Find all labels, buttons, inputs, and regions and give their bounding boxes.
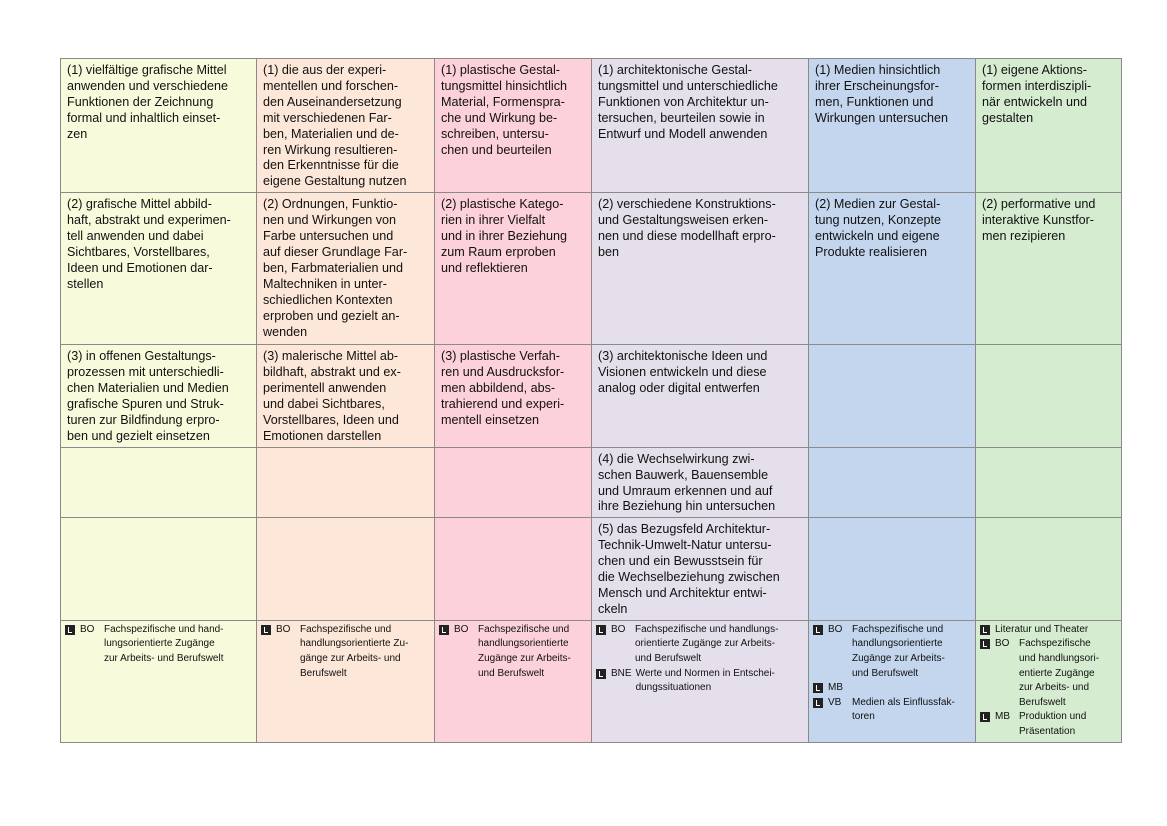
note-code: BO: [276, 623, 291, 635]
table-row: (2) grafische Mittel abbild- haft, abstr…: [60, 192, 1122, 346]
badge-icon: [596, 668, 606, 679]
note-item: BO Fachspezifische und handlungsori- enti…: [980, 637, 1117, 710]
note-text: Produktion und Präsentation: [1019, 711, 1087, 737]
note-code: VB: [828, 696, 842, 708]
note-code: BO: [80, 623, 95, 635]
badge-icon: [813, 683, 823, 694]
note-text: Fachspezifische und handlungs- orientier…: [635, 623, 779, 664]
note-text: Medien als Einflussfak- toren: [852, 696, 955, 723]
table-cell: [808, 446, 976, 519]
note-item: BO Fachspezifische und handlungsorientier…: [261, 623, 430, 681]
table-cell: [60, 446, 257, 519]
badge-icon: [980, 639, 990, 650]
note-item: BNE Werte und Normen in Entschei- dungssi…: [596, 667, 804, 696]
table-cell: [256, 446, 435, 519]
table-cell: (2) Medien zur Gestal- tung nutzen, Konz…: [808, 192, 976, 346]
table-cell: (1) eigene Aktions- formen interdiszipli…: [975, 57, 1122, 194]
note-code: BO: [828, 623, 843, 635]
badge-icon: [980, 712, 990, 723]
table-row: (5) das Bezugsfeld Architektur- Technik-…: [60, 517, 1122, 621]
badge-icon: [813, 624, 823, 635]
table-cell: (1) die aus der experi- mentellen und fo…: [256, 57, 435, 194]
table-cell: (1) vielfältige grafische Mittel anwende…: [60, 57, 257, 194]
note-text: Fachspezifische und handlungsorientierte…: [852, 623, 945, 679]
table-cell: (3) malerische Mittel ab- bildhaft, abst…: [256, 344, 435, 448]
note-item: VB Medien als Einflussfak- toren: [813, 696, 971, 725]
note-code: MB: [828, 682, 843, 694]
badge-icon: [439, 624, 449, 635]
table-cell: (3) in offenen Gestaltungs- prozessen mi…: [60, 344, 257, 448]
table-row: (3) in offenen Gestaltungs- prozessen mi…: [60, 344, 1122, 448]
notes-row: BO Fachspezifische und hand- lungsorienti…: [60, 619, 1122, 743]
note-item: BO Fachspezifische und handlungsorientier…: [813, 623, 971, 681]
badge-icon: [813, 697, 823, 708]
note-item: MB: [813, 681, 971, 696]
table-cell: (3) architektonische Ideen und Visionen …: [591, 344, 809, 448]
notes-cell: BO Fachspezifische und handlungsorientier…: [434, 619, 592, 743]
badge-icon: [980, 624, 990, 635]
table-cell: [60, 517, 257, 621]
notes-cell: BO Fachspezifische und handlungsorientier…: [256, 619, 435, 743]
note-code: BO: [454, 623, 469, 635]
table-cell: (3) plastische Verfah- ren und Ausdrucks…: [434, 344, 592, 448]
notes-cell: BO Fachspezifische und handlungs- orienti…: [591, 619, 809, 743]
table-cell: [434, 446, 592, 519]
table-cell: (1) architektonische Gestal- tungsmittel…: [591, 57, 809, 194]
table-cell: (1) plastische Gestal- tungsmittel hinsi…: [434, 57, 592, 194]
badge-icon: [596, 624, 606, 635]
table-cell: (2) performative und interaktive Kunstfo…: [975, 192, 1122, 346]
table-cell: (1) Medien hinsichtlich ihrer Erscheinun…: [808, 57, 976, 194]
note-text: Fachspezifische und handlungsorientierte…: [300, 623, 409, 679]
table-cell: (5) das Bezugsfeld Architektur- Technik-…: [591, 517, 809, 621]
table-cell: [808, 517, 976, 621]
note-text: Fachspezifische und hand- lungsorientier…: [104, 623, 224, 664]
note-text: Fachspezifische und handlungsorientierte…: [478, 623, 571, 679]
table-cell: (2) Ordnungen, Funktio- nen und Wirkunge…: [256, 192, 435, 346]
notes-cell: BO Fachspezifische und hand- lungsorienti…: [60, 619, 257, 743]
table-cell: [975, 446, 1122, 519]
note-code: BNE: [611, 667, 632, 679]
note-code: MB: [995, 711, 1010, 723]
notes-cell: Literatur und Theater BO Fachspezifische u…: [975, 619, 1122, 743]
table-cell: [256, 517, 435, 621]
note-code: BO: [611, 623, 626, 635]
note-item: BO Fachspezifische und handlungsorientier…: [439, 623, 587, 681]
table-cell: (4) die Wechselwirkung zwi- schen Bauwer…: [591, 446, 809, 519]
badge-icon: [65, 624, 75, 635]
note-text: Fachspezifische und handlungsori- entier…: [1019, 638, 1100, 708]
note-item: BO Fachspezifische und handlungs- orienti…: [596, 623, 804, 667]
note-text: Werte und Normen in Entschei- dungssitua…: [635, 667, 775, 694]
note-text: Literatur und Theater: [995, 623, 1089, 635]
table-row: (4) die Wechselwirkung zwi- schen Bauwer…: [60, 446, 1122, 519]
table-cell: [434, 517, 592, 621]
curriculum-table: (1) vielfältige grafische Mittel anwende…: [60, 57, 1122, 743]
note-item: BO Fachspezifische und hand- lungsorienti…: [65, 623, 252, 667]
table-cell: [975, 517, 1122, 621]
table-cell: [808, 344, 976, 448]
badge-icon: [261, 624, 271, 635]
table-cell: (2) plastische Katego- rien in ihrer Vie…: [434, 192, 592, 346]
table-cell: (2) verschiedene Konstruktions- und Gest…: [591, 192, 809, 346]
note-code: BO: [995, 638, 1010, 650]
table-cell: (2) grafische Mittel abbild- haft, abstr…: [60, 192, 257, 346]
notes-cell: BO Fachspezifische und handlungsorientier…: [808, 619, 976, 743]
table-row: (1) vielfältige grafische Mittel anwende…: [60, 57, 1122, 194]
note-item: MB Produktion und Präsentation: [980, 710, 1117, 739]
note-item: Literatur und Theater: [980, 623, 1117, 638]
table-cell: [975, 344, 1122, 448]
